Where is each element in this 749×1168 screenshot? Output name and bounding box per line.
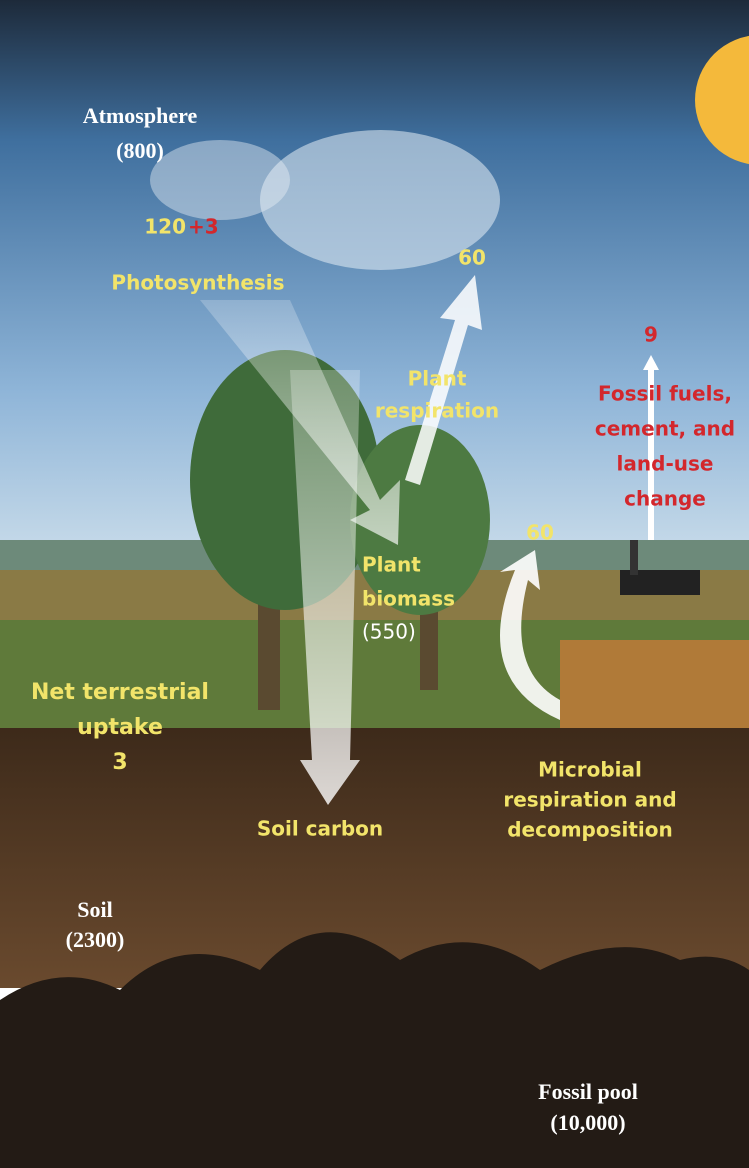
tree-trunk [258, 580, 280, 710]
emission-label: cement, and [595, 417, 735, 441]
biomass-amount: (550) [362, 620, 416, 644]
photosynthesis-change: +3 [188, 215, 219, 239]
respiration-label: respiration [375, 399, 499, 423]
cloud [260, 130, 500, 270]
microbial-label: Microbial [538, 758, 642, 782]
tree-crown [350, 425, 490, 615]
atmosphere-amount: (800) [116, 138, 164, 163]
cloud [150, 140, 290, 220]
soil-label: Soil [77, 897, 112, 922]
respiration-label: Plant [408, 367, 467, 391]
microbial-arrow [500, 550, 560, 720]
emission-arrow [643, 355, 659, 540]
soil-carbon-label: Soil carbon [257, 817, 383, 841]
fossil-pool-label: Fossil pool [538, 1079, 638, 1104]
emission-label: change [624, 487, 706, 511]
respiration-value: 60 [458, 246, 486, 270]
soil-amount: (2300) [66, 927, 125, 952]
net-uptake-label: Net terrestrial [31, 680, 209, 705]
net-uptake-label: uptake [77, 715, 163, 740]
smokestack [630, 540, 638, 575]
photosynthesis-arrow [200, 300, 400, 545]
respiration-arrow [405, 275, 482, 485]
atmosphere-label: Atmosphere [83, 103, 198, 128]
sun [695, 35, 749, 165]
fossil-layer [0, 932, 749, 1168]
photosynthesis-value: 120 [144, 215, 186, 239]
net-uptake-value: 3 [112, 750, 127, 775]
fossil-pool-amount: (10,000) [550, 1110, 625, 1135]
photosynthesis-label: Photosynthesis [111, 271, 284, 295]
soil-carbon-arrow [290, 370, 360, 805]
microbial-value: 60 [526, 521, 554, 545]
tree-trunk [420, 600, 438, 690]
biomass-label: Plant [362, 553, 421, 577]
biomass-label: biomass [362, 587, 455, 611]
emission-value: 9 [644, 323, 658, 347]
grass-patch [560, 640, 749, 730]
emission-label: land-use [617, 452, 714, 476]
microbial-label: respiration and [503, 788, 676, 812]
emission-label: Fossil fuels, [598, 382, 732, 406]
microbial-label: decomposition [507, 818, 673, 842]
